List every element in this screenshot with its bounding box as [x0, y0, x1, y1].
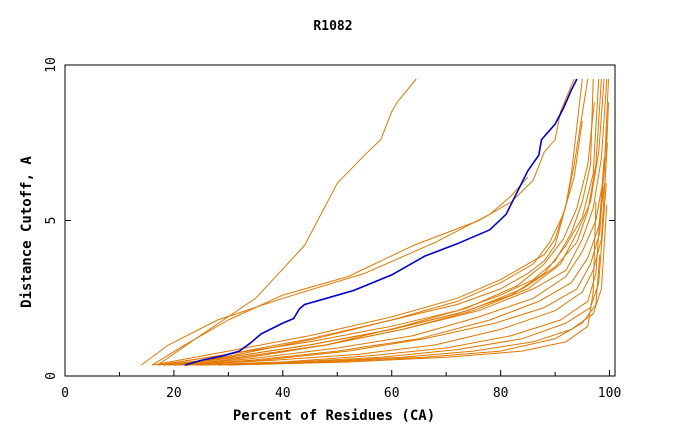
- series-line-model-11: [168, 78, 609, 366]
- x-axis-label: Percent of Residues (CA): [233, 408, 435, 424]
- x-tick-label: 60: [384, 386, 400, 401]
- y-tick-label: 10: [44, 57, 59, 73]
- x-tick-label: 0: [61, 386, 69, 401]
- series-line-model-10: [168, 78, 608, 366]
- y-axis-label: Distance Cutoff, A: [19, 156, 35, 308]
- chart-title: R1082: [313, 19, 352, 34]
- series-line-model-21: [179, 102, 595, 366]
- series-line-model-13: [173, 127, 608, 366]
- x-tick-label: 100: [598, 386, 621, 401]
- series-line-model-4: [152, 78, 583, 366]
- x-tick-label: 20: [166, 386, 182, 401]
- series-line-model-2: [140, 176, 529, 366]
- series-line-highlight: [184, 78, 578, 366]
- series-line-model-8: [162, 78, 602, 366]
- x-tick-label: 40: [275, 386, 291, 401]
- x-ticks: 0 20 40 60 80 100: [61, 370, 621, 401]
- series-line-model-18: [217, 254, 601, 366]
- series-line-model-1: [157, 78, 417, 366]
- y-tick-label: 5: [44, 217, 59, 225]
- y-ticks: 0 5 10: [44, 57, 615, 380]
- series-line-model-3: [151, 78, 575, 366]
- series-line-model-17: [201, 204, 608, 366]
- plot-lines: [140, 78, 609, 366]
- series-line-model-6: [157, 78, 594, 366]
- series-line-model-16: [195, 183, 607, 366]
- series-line-model-19: [228, 201, 597, 366]
- series-line-model-20: [173, 120, 583, 366]
- x-tick-label: 80: [493, 386, 509, 401]
- series-line-model-15: [184, 158, 605, 366]
- series-line-model-5: [157, 78, 589, 366]
- y-tick-label: 0: [44, 372, 59, 380]
